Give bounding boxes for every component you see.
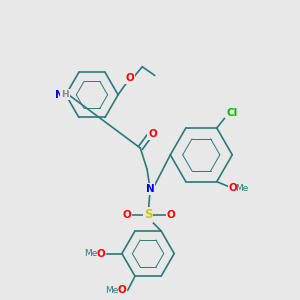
Text: O: O [118,285,126,295]
Text: O: O [148,128,157,139]
Text: S: S [144,208,152,221]
Text: N: N [146,184,154,194]
Text: O: O [122,210,131,220]
Text: N: N [55,90,63,100]
Text: O: O [229,183,238,194]
Text: Me: Me [106,286,119,295]
Text: H: H [61,90,69,99]
Text: O: O [167,210,176,220]
Text: Cl: Cl [226,107,238,118]
Text: Me: Me [84,249,98,258]
Text: O: O [125,74,134,83]
Text: Me: Me [235,184,249,193]
Text: O: O [96,248,105,259]
